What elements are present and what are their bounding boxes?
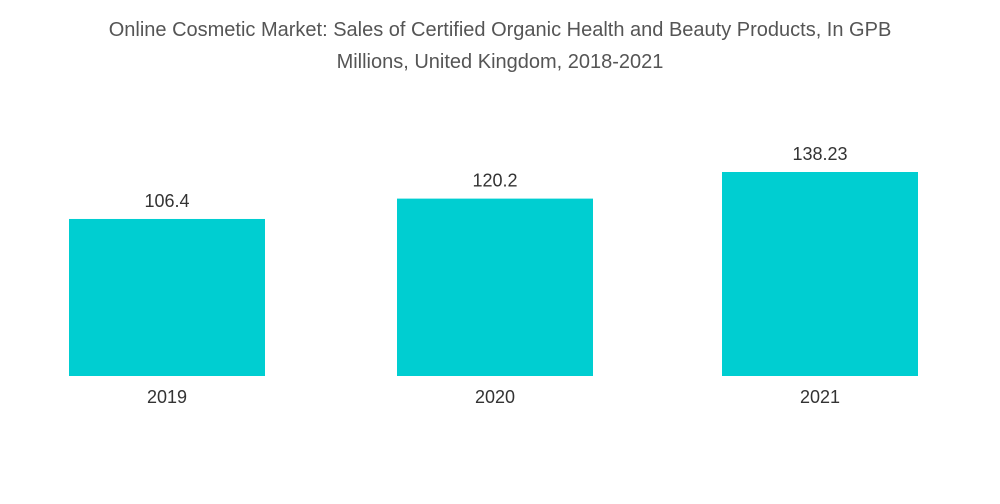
x-tick-label-2019: 2019: [147, 387, 187, 407]
chart-title-line-1: Online Cosmetic Market: Sales of Certifi…: [108, 19, 892, 41]
data-label-2019: 106.4: [144, 191, 189, 211]
data-label-2021: 138.23: [792, 144, 847, 164]
bar-2021: [722, 172, 918, 376]
x-tick-label-2021: 2021: [800, 387, 840, 407]
chart-title-line-2: Millions, United Kingdom, 2018-2021: [336, 51, 664, 73]
bar-2020: [397, 198, 593, 376]
bar-2019: [69, 218, 265, 376]
x-tick-label-2020: 2020: [475, 387, 515, 407]
chart-title: Online Cosmetic Market: Sales of Certifi…: [0, 14, 1000, 78]
data-label-2020: 120.2: [472, 171, 517, 191]
